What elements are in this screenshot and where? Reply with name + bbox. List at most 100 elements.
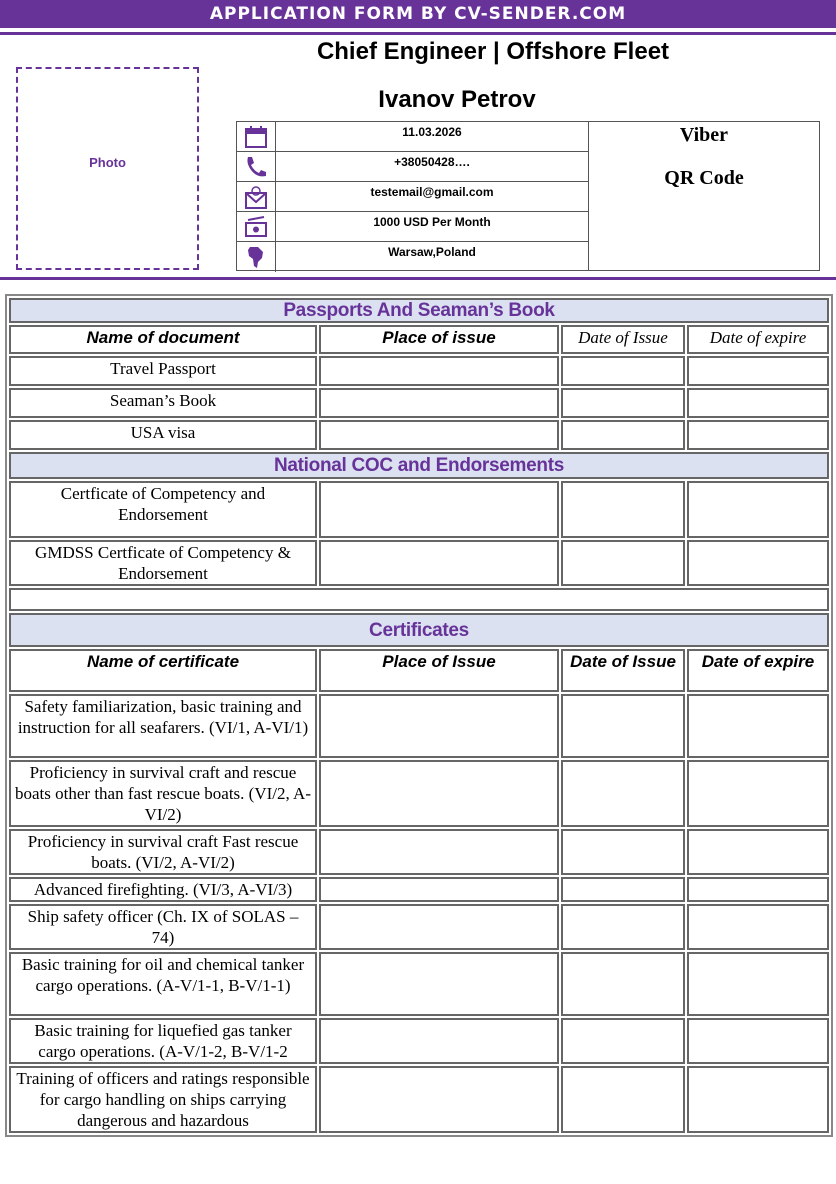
contact-row-date: 11.03.2026 (237, 122, 588, 152)
expire-date-cell[interactable] (687, 420, 829, 450)
certificate-name: Proficiency in survival craft and rescue… (9, 760, 317, 827)
spacer-row (9, 588, 829, 611)
position-title: Chief Engineer | Offshore Fleet (316, 38, 670, 65)
place-cell[interactable] (319, 877, 559, 902)
issue-date-cell[interactable] (561, 904, 685, 950)
table-row: Proficiency in survival craft Fast rescu… (9, 829, 829, 875)
section-title-certificates: Certificates (9, 613, 829, 647)
issue-date-cell[interactable] (561, 481, 685, 538)
expire-date-cell[interactable] (687, 540, 829, 586)
certificate-name: Safety familiarization, basic training a… (9, 694, 317, 758)
document-name: GMDSS Certficate of Competency & Endorse… (9, 540, 317, 586)
documents-table: Passports And Seaman’s Book Name of docu… (5, 294, 833, 1137)
place-cell[interactable] (319, 904, 559, 950)
col-header-date-expire: Date of expire (687, 649, 829, 692)
table-row: Seaman’s Book (9, 388, 829, 418)
document-name: USA visa (9, 420, 317, 450)
photo-placeholder[interactable]: Photo (16, 67, 199, 270)
phone-icon (237, 152, 276, 181)
place-cell[interactable] (319, 694, 559, 758)
place-cell[interactable] (319, 829, 559, 875)
contact-info-table: 11.03.2026 +38050428…. testemail@gmail.c… (236, 121, 820, 272)
expire-date-cell[interactable] (687, 1018, 829, 1064)
email-value: testemail@gmail.com (370, 185, 494, 199)
qr-label-code: QR Code (664, 167, 744, 189)
place-cell[interactable] (319, 388, 559, 418)
expire-date-cell[interactable] (687, 829, 829, 875)
certificate-name: Basic training for liquefied gas tanker … (9, 1018, 317, 1064)
place-cell[interactable] (319, 1018, 559, 1064)
issue-date-cell[interactable] (561, 540, 685, 586)
money-icon (237, 212, 276, 241)
document-name: Certficate of Competency and Endorsement (9, 481, 317, 538)
contact-row-location: Warsaw,Poland (237, 242, 588, 272)
table-row: Certficate of Competency and Endorsement (9, 481, 829, 538)
expire-date-cell[interactable] (687, 356, 829, 386)
photo-label: Photo (89, 155, 126, 170)
issue-date-cell[interactable] (561, 877, 685, 902)
top-divider (0, 32, 836, 35)
expire-date-cell[interactable] (687, 481, 829, 538)
col-header-place: Place of Issue (319, 649, 559, 692)
phone-value: +38050428…. (394, 155, 470, 169)
globe-icon (237, 242, 276, 272)
place-cell[interactable] (319, 356, 559, 386)
section-title-passports: Passports And Seaman’s Book (9, 298, 829, 323)
expire-date-cell[interactable] (687, 1066, 829, 1133)
table-row: Ship safety officer (Ch. IX of SOLAS – 7… (9, 904, 829, 950)
place-cell[interactable] (319, 540, 559, 586)
certificate-name: Proficiency in survival craft Fast rescu… (9, 829, 317, 875)
table-row: GMDSS Certficate of Competency & Endorse… (9, 540, 829, 586)
header-divider (0, 277, 836, 280)
expire-date-cell[interactable] (687, 694, 829, 758)
contact-row-phone: +38050428…. (237, 152, 588, 182)
issue-date-cell[interactable] (561, 420, 685, 450)
email-icon (237, 182, 276, 211)
place-cell[interactable] (319, 420, 559, 450)
col-header-date-expire: Date of expire (687, 325, 829, 354)
expire-date-cell[interactable] (687, 877, 829, 902)
issue-date-cell[interactable] (561, 356, 685, 386)
certificate-name: Ship safety officer (Ch. IX of SOLAS – 7… (9, 904, 317, 950)
table-row: Training of officers and ratings respons… (9, 1066, 829, 1133)
date-value: 11.03.2026 (402, 125, 462, 139)
table-row: Basic training for oil and chemical tank… (9, 952, 829, 1016)
location-value: Warsaw,Poland (388, 245, 476, 259)
table-row: Basic training for liquefied gas tanker … (9, 1018, 829, 1064)
expire-date-cell[interactable] (687, 904, 829, 950)
document-name: Seaman’s Book (9, 388, 317, 418)
table-row: Proficiency in survival craft and rescue… (9, 760, 829, 827)
salary-value: 1000 USD Per Month (373, 215, 491, 229)
table-row: Safety familiarization, basic training a… (9, 694, 829, 758)
contact-row-salary: 1000 USD Per Month (237, 212, 588, 242)
issue-date-cell[interactable] (561, 388, 685, 418)
certificate-name: Training of officers and ratings respons… (9, 1066, 317, 1133)
table-row: Advanced firefighting. (VI/3, A-VI/3) (9, 877, 829, 902)
issue-date-cell[interactable] (561, 952, 685, 1016)
qr-label-viber: Viber (679, 124, 729, 146)
certificate-name: Basic training for oil and chemical tank… (9, 952, 317, 1016)
document-name: Travel Passport (9, 356, 317, 386)
expire-date-cell[interactable] (687, 388, 829, 418)
place-cell[interactable] (319, 481, 559, 538)
qr-code-area: Viber QR Code (589, 122, 819, 270)
contact-row-email: testemail@gmail.com (237, 182, 588, 212)
table-row: USA visa (9, 420, 829, 450)
issue-date-cell[interactable] (561, 829, 685, 875)
place-cell[interactable] (319, 1066, 559, 1133)
place-cell[interactable] (319, 760, 559, 827)
issue-date-cell[interactable] (561, 694, 685, 758)
issue-date-cell[interactable] (561, 760, 685, 827)
col-header-name: Name of certificate (9, 649, 317, 692)
expire-date-cell[interactable] (687, 952, 829, 1016)
banner: APPLICATION FORM BY CV-SENDER.COM (0, 0, 836, 28)
col-header-name: Name of document (9, 325, 317, 354)
place-cell[interactable] (319, 952, 559, 1016)
section-title-coc: National COC and Endorsements (9, 452, 829, 479)
expire-date-cell[interactable] (687, 760, 829, 827)
issue-date-cell[interactable] (561, 1018, 685, 1064)
applicant-name: Ivanov Petrov (378, 86, 536, 113)
issue-date-cell[interactable] (561, 1066, 685, 1133)
calendar-icon (237, 122, 276, 151)
certificate-name: Advanced firefighting. (VI/3, A-VI/3) (9, 877, 317, 902)
